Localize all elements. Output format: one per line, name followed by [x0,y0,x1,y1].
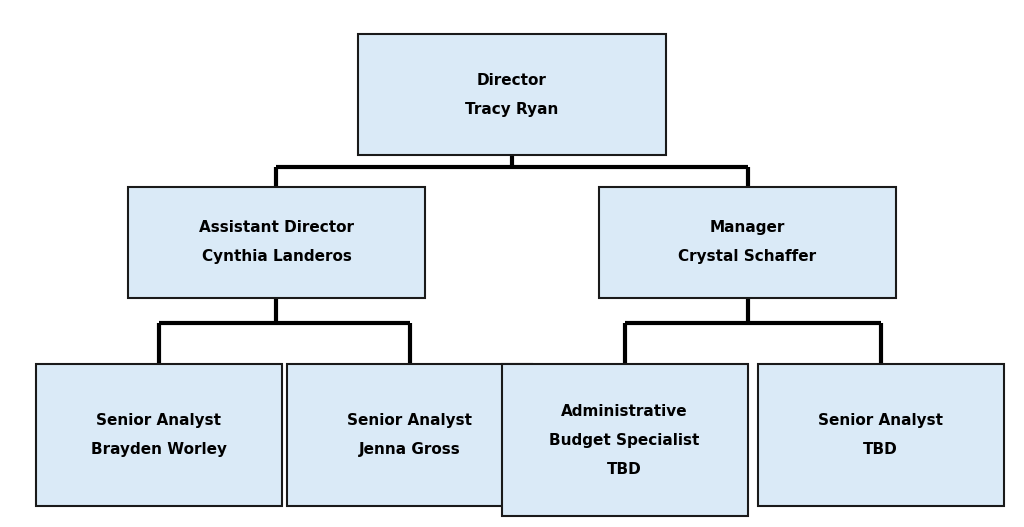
FancyBboxPatch shape [358,34,666,155]
Text: Budget Specialist: Budget Specialist [550,433,699,447]
FancyBboxPatch shape [128,187,425,298]
Text: Brayden Worley: Brayden Worley [91,442,226,457]
FancyBboxPatch shape [599,187,896,298]
Text: Administrative: Administrative [561,404,688,418]
Text: Tracy Ryan: Tracy Ryan [465,102,559,117]
Text: Senior Analyst: Senior Analyst [96,413,221,428]
Text: Manager: Manager [710,220,785,236]
Text: Director: Director [477,73,547,88]
FancyBboxPatch shape [287,364,532,506]
Text: Senior Analyst: Senior Analyst [818,413,943,428]
FancyBboxPatch shape [36,364,282,506]
Text: TBD: TBD [863,442,898,457]
FancyBboxPatch shape [502,364,748,516]
Text: TBD: TBD [607,462,642,476]
FancyBboxPatch shape [758,364,1004,506]
Text: Crystal Schaffer: Crystal Schaffer [679,249,816,265]
Text: Assistant Director: Assistant Director [199,220,354,236]
Text: Jenna Gross: Jenna Gross [358,442,461,457]
Text: Cynthia Landeros: Cynthia Landeros [202,249,351,265]
Text: Senior Analyst: Senior Analyst [347,413,472,428]
